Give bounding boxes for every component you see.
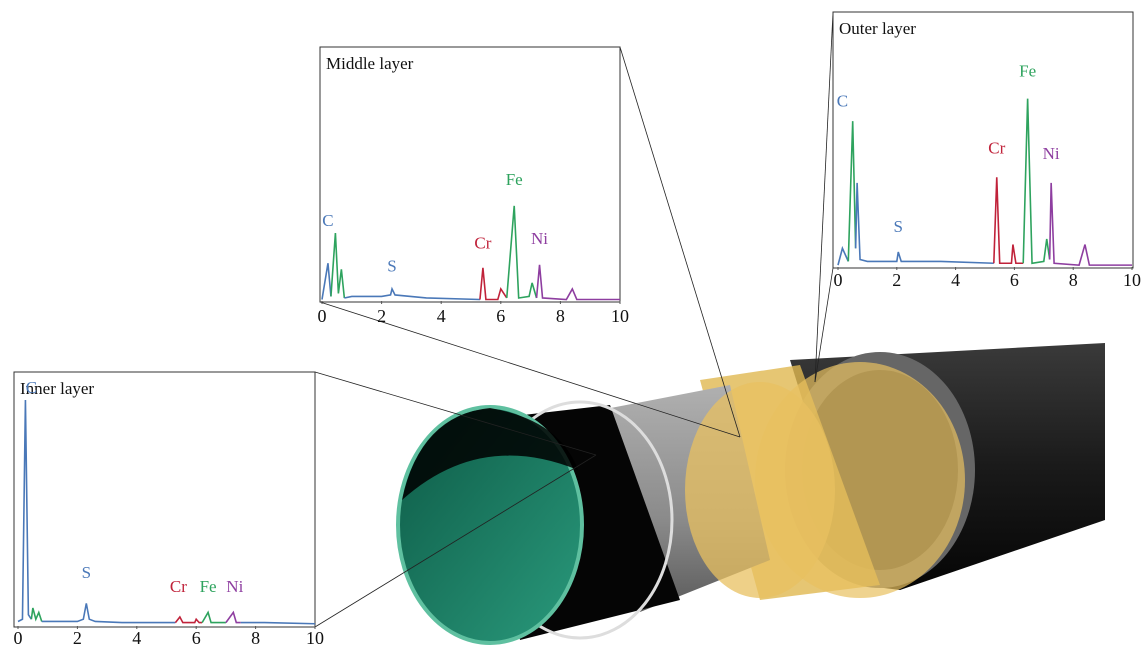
peak-label: S xyxy=(82,563,91,582)
x-tick-label: 6 xyxy=(1010,270,1019,290)
spectrum-panel: Outer layer 0 2 4 6 8 10 C S Cr Fe Ni xyxy=(833,12,1141,290)
connector xyxy=(620,47,740,437)
peak-label: Ni xyxy=(226,577,243,596)
spectrum-panel: Middle layer 0 2 4 6 8 10 C S Cr Fe Ni xyxy=(318,47,630,326)
x-tick-label: 8 xyxy=(251,628,260,648)
peak-label: S xyxy=(894,217,903,236)
panel-title: Middle layer xyxy=(326,54,414,73)
pipe-illustration xyxy=(398,343,1105,643)
peak-label: Ni xyxy=(1043,144,1060,163)
x-tick-label: 10 xyxy=(1123,270,1141,290)
peak-label: Ni xyxy=(531,229,548,248)
peak-label: Fe xyxy=(506,170,523,189)
x-tick-label: 4 xyxy=(437,306,446,326)
peak-label: C xyxy=(26,378,37,397)
yellow-front xyxy=(685,382,835,598)
panel-title: Outer layer xyxy=(839,19,916,38)
x-tick-label: 8 xyxy=(556,306,565,326)
peak-label: S xyxy=(387,256,396,275)
x-tick-label: 4 xyxy=(951,270,960,290)
x-tick-label: 0 xyxy=(834,270,843,290)
panel-frame xyxy=(833,12,1133,268)
peak-label: C xyxy=(322,211,333,230)
x-tick-label: 10 xyxy=(611,306,629,326)
x-tick-label: 6 xyxy=(192,628,201,648)
x-tick-label: 4 xyxy=(132,628,141,648)
x-tick-label: 10 xyxy=(306,628,324,648)
x-tick-label: 2 xyxy=(892,270,901,290)
panel-frame xyxy=(320,47,620,302)
peak-label: Fe xyxy=(1019,62,1036,81)
x-tick-label: 2 xyxy=(73,628,82,648)
x-tick-label: 8 xyxy=(1069,270,1078,290)
peak-label: Cr xyxy=(474,234,491,253)
peak-label: Fe xyxy=(200,577,217,596)
peak-label: C xyxy=(837,92,848,111)
x-tick-label: 2 xyxy=(377,306,386,326)
x-tick-label: 0 xyxy=(14,628,23,648)
peak-label: Cr xyxy=(170,577,187,596)
peak-label: Cr xyxy=(988,138,1005,157)
x-tick-label: 0 xyxy=(318,306,327,326)
panel-frame xyxy=(14,372,315,627)
figure: Inner layer0246810CSCrFeNiMiddle layer02… xyxy=(0,0,1145,650)
x-tick-label: 6 xyxy=(496,306,505,326)
